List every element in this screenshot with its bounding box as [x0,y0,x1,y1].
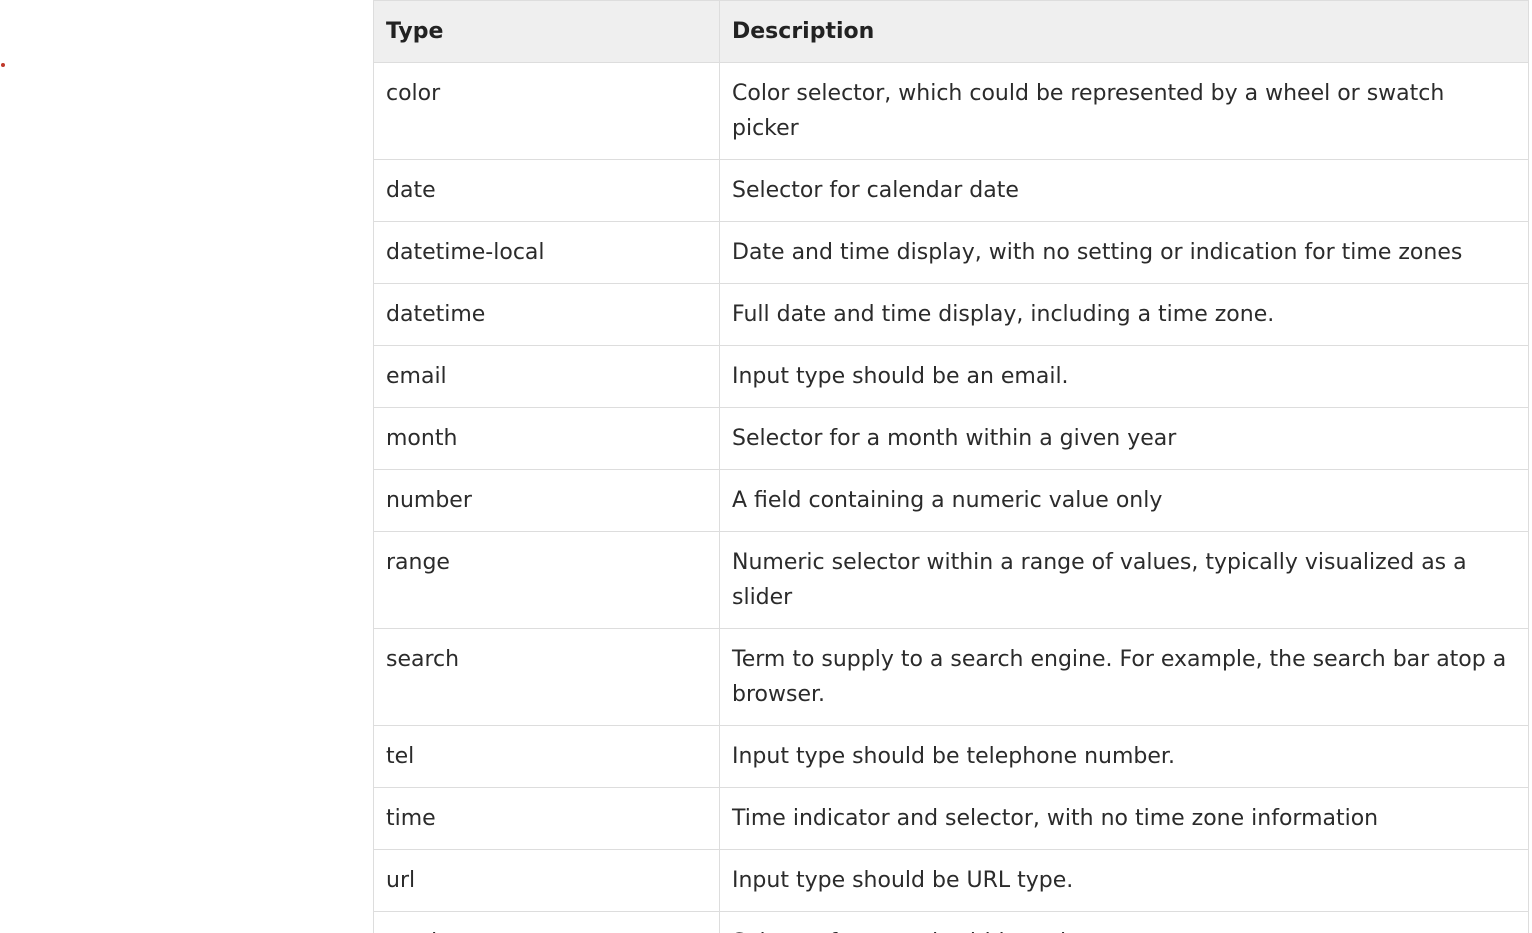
description-cell: Color selector, which could be represent… [719,62,1529,160]
description-cell: Time indicator and selector, with no tim… [719,787,1529,850]
type-cell: color [373,62,720,160]
type-cell: number [373,469,720,532]
table-row: url Input type should be URL type. [373,849,1529,912]
table-header: Type Description [373,0,1529,63]
header-row: Type Description [373,0,1529,63]
type-cell: week [373,911,720,933]
table-row: email Input type should be an email. [373,345,1529,408]
column-header-type: Type [373,0,720,63]
table-row: color Color selector, which could be rep… [373,62,1529,160]
description-cell: A field containing a numeric value only [719,469,1529,532]
type-cell: month [373,407,720,470]
table-row: number A field containing a numeric valu… [373,469,1529,532]
description-cell: Full date and time display, including a … [719,283,1529,346]
type-cell: time [373,787,720,850]
red-dot-marker [1,63,5,67]
description-cell: Selector for a week within a given year [719,911,1529,933]
table-row: time Time indicator and selector, with n… [373,787,1529,850]
input-types-table: Type Description color Color selector, w… [373,0,1529,933]
column-header-description: Description [719,0,1529,63]
description-cell: Input type should be telephone number. [719,725,1529,788]
type-cell: datetime [373,283,720,346]
table-row: search Term to supply to a search engine… [373,628,1529,726]
table-row: month Selector for a month within a give… [373,407,1529,470]
description-cell: Selector for a month within a given year [719,407,1529,470]
type-cell: tel [373,725,720,788]
table-row: datetime Full date and time display, inc… [373,283,1529,346]
description-cell: Input type should be URL type. [719,849,1529,912]
table-row: date Selector for calendar date [373,159,1529,222]
type-cell: range [373,531,720,629]
description-cell: Numeric selector within a range of value… [719,531,1529,629]
description-cell: Selector for calendar date [719,159,1529,222]
table-row: datetime-local Date and time display, wi… [373,221,1529,284]
table-body: color Color selector, which could be rep… [373,62,1529,933]
type-cell: url [373,849,720,912]
description-cell: Term to supply to a search engine. For e… [719,628,1529,726]
type-cell: search [373,628,720,726]
table-row: tel Input type should be telephone numbe… [373,725,1529,788]
table-row: week Selector for a week within a given … [373,911,1529,933]
type-cell: email [373,345,720,408]
description-cell: Date and time display, with no setting o… [719,221,1529,284]
description-cell: Input type should be an email. [719,345,1529,408]
type-cell: date [373,159,720,222]
table-row: range Numeric selector within a range of… [373,531,1529,629]
type-cell: datetime-local [373,221,720,284]
